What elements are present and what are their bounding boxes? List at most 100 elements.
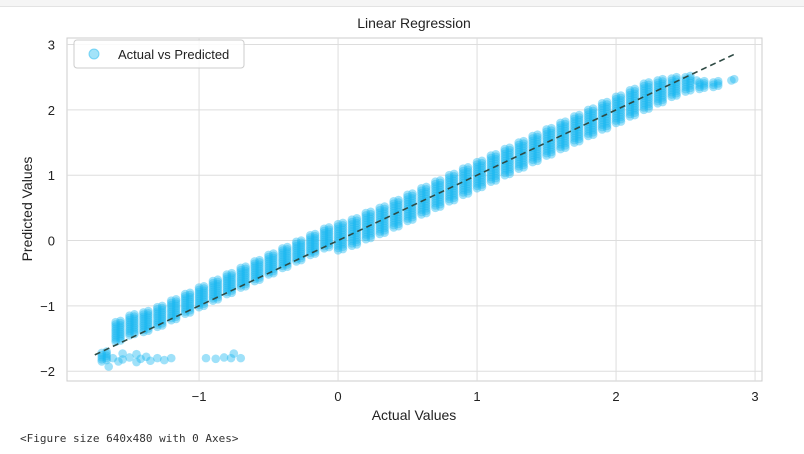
data-point (199, 295, 209, 304)
data-point (219, 353, 229, 362)
data-point (602, 123, 612, 133)
data-point (144, 308, 153, 318)
data-point (444, 187, 454, 197)
data-point (547, 138, 556, 147)
data-point (403, 204, 412, 214)
data-point (408, 212, 417, 222)
data-point (463, 182, 473, 191)
data-point (431, 184, 440, 194)
data-point (556, 132, 565, 142)
data-point (264, 252, 273, 262)
data-point (171, 303, 181, 313)
data-point (199, 297, 209, 306)
data-point (375, 210, 385, 220)
data-point (278, 248, 287, 258)
data-point (458, 171, 468, 181)
data-point (116, 329, 125, 339)
data-point (505, 143, 515, 153)
data-point (486, 170, 496, 179)
data-point (269, 251, 278, 261)
data-point (472, 157, 482, 167)
data-point (500, 163, 510, 173)
data-point (505, 145, 515, 155)
data-point (463, 163, 473, 172)
data-point (153, 302, 162, 312)
data-point (514, 145, 524, 154)
cell-output-top-border (0, 0, 804, 7)
data-point (597, 122, 607, 132)
data-point (653, 96, 663, 106)
data-point (250, 276, 259, 286)
data-point (458, 178, 468, 188)
data-point (611, 118, 621, 128)
data-point (389, 204, 398, 213)
data-point (241, 279, 250, 289)
data-point (130, 325, 139, 334)
data-point (347, 224, 357, 234)
data-point (236, 274, 246, 284)
data-point (542, 141, 551, 151)
data-point (422, 204, 431, 213)
data-point (139, 308, 148, 317)
data-point (333, 238, 343, 248)
data-point (324, 236, 334, 245)
y-tick-label: 2 (48, 103, 55, 118)
data-point (570, 114, 579, 124)
data-point (250, 268, 259, 277)
data-point (324, 240, 334, 250)
data-point (570, 131, 579, 140)
data-point (700, 81, 709, 90)
data-point (305, 241, 315, 251)
data-point (264, 261, 273, 271)
data-point (283, 244, 292, 254)
data-point (630, 84, 640, 94)
data-point (213, 281, 223, 291)
data-point (486, 158, 496, 168)
grid-lines (67, 38, 762, 381)
data-point (435, 202, 445, 211)
data-point (380, 207, 389, 216)
data-point (380, 226, 389, 235)
data-point (422, 182, 431, 192)
data-point (435, 192, 445, 202)
data-point (104, 362, 113, 371)
data-point (333, 227, 343, 236)
data-point (491, 168, 501, 178)
data-point (361, 218, 371, 227)
data-point (574, 129, 584, 139)
data-point (528, 134, 537, 143)
data-point (394, 209, 403, 219)
data-point (375, 217, 385, 227)
data-point (352, 240, 362, 249)
data-point (486, 153, 496, 163)
data-point (583, 105, 593, 115)
data-point (542, 129, 551, 139)
data-point (403, 190, 412, 200)
data-point (625, 109, 635, 119)
data-point (108, 353, 118, 363)
data-point (185, 288, 195, 298)
data-point (116, 325, 125, 334)
data-point (519, 158, 528, 167)
data-point (561, 131, 570, 141)
data-point (528, 155, 537, 165)
data-point (389, 208, 398, 218)
data-point (597, 101, 607, 111)
data-point (611, 113, 621, 123)
data-point (597, 125, 607, 134)
data-point (547, 147, 556, 157)
data-point (296, 251, 306, 261)
data-point (556, 121, 565, 130)
data-point (709, 78, 718, 87)
data-point (556, 125, 565, 135)
data-point (305, 231, 315, 240)
data-point (333, 243, 343, 253)
data-point (157, 316, 167, 326)
data-point (639, 93, 649, 103)
data-point (583, 112, 593, 122)
data-point (556, 118, 565, 128)
data-point (588, 104, 598, 113)
data-point (229, 349, 239, 358)
data-point (574, 132, 584, 141)
data-point (389, 223, 398, 232)
